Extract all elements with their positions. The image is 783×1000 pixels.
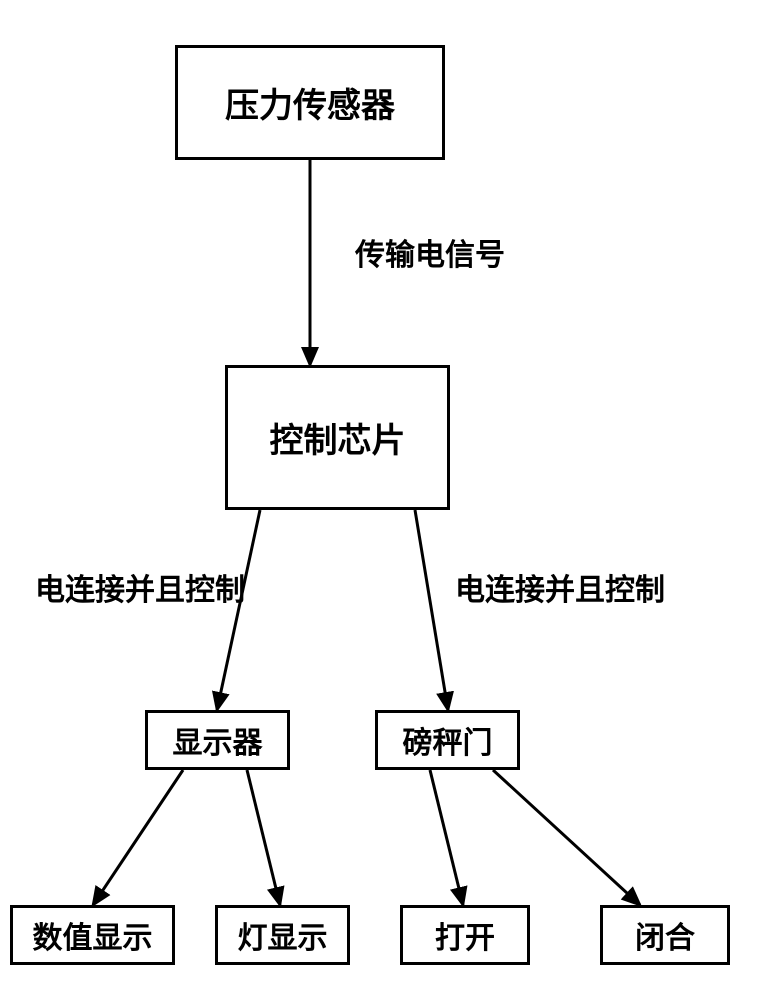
node-open-label: 打开 bbox=[435, 913, 495, 957]
node-sensor-label: 压力传感器 bbox=[225, 78, 395, 127]
node-num-display-label: 数值显示 bbox=[33, 913, 153, 957]
node-light-display: 灯显示 bbox=[215, 905, 350, 965]
edge-label-connect-right: 电连接并且控制 bbox=[455, 565, 665, 609]
node-num-display: 数值显示 bbox=[10, 905, 175, 965]
edge-label-signal: 传输电信号 bbox=[355, 230, 505, 274]
node-display: 显示器 bbox=[145, 710, 290, 770]
node-close: 闭合 bbox=[600, 905, 730, 965]
node-display-label: 显示器 bbox=[173, 718, 263, 762]
node-light-display-label: 灯显示 bbox=[238, 913, 328, 957]
node-scale-door-label: 磅秤门 bbox=[403, 718, 493, 762]
node-sensor: 压力传感器 bbox=[175, 45, 445, 160]
node-chip: 控制芯片 bbox=[225, 365, 450, 510]
node-scale-door: 磅秤门 bbox=[375, 710, 520, 770]
node-close-label: 闭合 bbox=[635, 913, 695, 957]
edge-label-connect-left: 电连接并且控制 bbox=[35, 565, 245, 609]
node-chip-label: 控制芯片 bbox=[270, 413, 406, 462]
node-open: 打开 bbox=[400, 905, 530, 965]
